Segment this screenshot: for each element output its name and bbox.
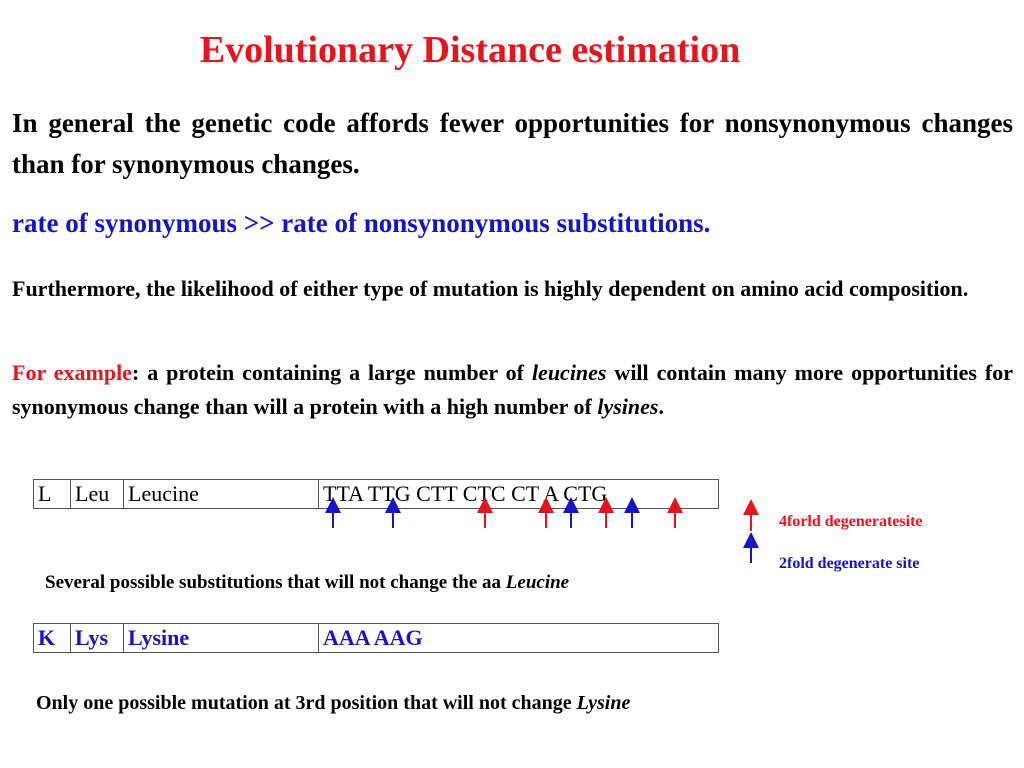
aa-name-cell: Leucine (123, 479, 319, 509)
leucine-caption-italic: Leucine (505, 572, 570, 593)
aa-abbr-cell: Leu (70, 479, 124, 509)
paragraph-genetic-code: In general the genetic code affords fewe… (12, 108, 1013, 179)
table-row: K Lys Lysine AAA AAG (33, 623, 719, 653)
fourfold-legend-label: 4forld degeneratesite (779, 513, 923, 530)
aa-code-cell: K (33, 623, 71, 653)
example-text-a: a protein containing a large number of (139, 360, 532, 385)
lysine-caption: Only one possible mutation at 3rd positi… (36, 692, 630, 715)
lysine-codon-table: K Lys Lysine AAA AAG (33, 623, 719, 653)
leucine-codon-table: L Leu Leucine TTA TTG CTT CTC CT A CTG (33, 479, 719, 509)
table-row: L Leu Leucine TTA TTG CTT CTC CT A CTG (33, 479, 719, 509)
leucine-caption-text: Several possible substitutions that will… (45, 572, 506, 593)
lysine-caption-text: Only one possible mutation at 3rd positi… (36, 692, 577, 714)
paragraph-rate-comparison: rate of synonymous >> rate of nonsynonym… (12, 208, 711, 238)
paragraph-example: For example: a protein containing a larg… (12, 356, 1013, 424)
example-colon: : (131, 360, 140, 385)
aa-abbr-cell: Lys (70, 623, 124, 653)
example-text-b: will contain many more opportunities for… (12, 360, 1014, 419)
slide-title: Evolutionary Distance estimation (199, 29, 741, 71)
aa-code-cell: L (33, 479, 71, 509)
example-end: . (658, 394, 664, 419)
twofold-legend-label: 2fold degenerate site (779, 555, 920, 572)
lysines-term: lysines (597, 394, 659, 419)
example-lead: For example (12, 360, 132, 385)
paragraph-amino-acid-composition: Furthermore, the likelihood of either ty… (12, 276, 969, 301)
lysine-caption-italic: Lysine (576, 692, 631, 714)
leucines-term: leucines (531, 360, 607, 385)
leucine-caption: Several possible substitutions that will… (45, 572, 569, 594)
aa-name-cell: Lysine (123, 623, 319, 653)
codons-cell: AAA AAG (318, 623, 719, 653)
codons-cell: TTA TTG CTT CTC CT A CTG (318, 479, 719, 509)
